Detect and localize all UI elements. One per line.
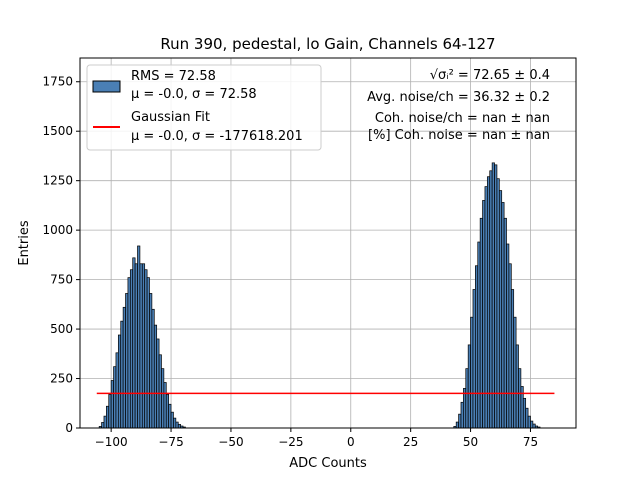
- y-tick-label: 0: [65, 421, 73, 435]
- y-tick-label: 1250: [42, 174, 73, 188]
- histogram-bar: [475, 265, 479, 429]
- histogram-bar: [494, 164, 498, 429]
- histogram-bar: [479, 217, 483, 429]
- y-tick-label: 1000: [42, 223, 73, 237]
- histogram-bar: [132, 257, 136, 429]
- histogram-bar: [144, 269, 148, 429]
- histogram-bar: [472, 289, 476, 429]
- histogram-bar: [170, 411, 174, 429]
- x-tick-label: 0: [347, 435, 355, 449]
- histogram-bar: [477, 241, 481, 429]
- x-tick-label: −25: [278, 435, 303, 449]
- histogram-bar: [125, 293, 129, 429]
- legend: RMS = 72.58 μ = -0.0, σ = 72.58 Gaussian…: [86, 64, 322, 151]
- y-axis-ticks: 0 250 500 750 1000 1250 1500 1750: [42, 75, 80, 435]
- histogram-bar: [486, 176, 491, 429]
- histogram-bar: [117, 334, 122, 429]
- x-tick-label: −50: [218, 435, 243, 449]
- histogram-bar: [139, 263, 143, 429]
- histogram-bar: [165, 394, 170, 429]
- histogram-bar: [110, 380, 114, 429]
- histogram-bar: [463, 388, 467, 429]
- y-tick-label: 1500: [42, 124, 73, 138]
- y-tick-label: 750: [50, 273, 73, 287]
- histogram-bar: [506, 243, 510, 429]
- y-tick-label: 1750: [42, 75, 73, 89]
- histogram-bar: [458, 413, 462, 429]
- histogram-bar: [467, 344, 471, 429]
- chart-title: Run 390, pedestal, lo Gain, Channels 64-…: [160, 35, 495, 53]
- x-axis-ticks: −100 −75 −50 −25 0 25 50 75: [95, 428, 538, 449]
- histogram-bar: [503, 217, 507, 429]
- histogram-bar: [163, 382, 167, 429]
- histogram-bar: [120, 320, 124, 429]
- histogram-bar: [127, 277, 131, 429]
- histogram-bar: [106, 405, 110, 429]
- histogram-bar: [177, 424, 181, 429]
- histogram-bar: [168, 403, 172, 429]
- histogram-bars: [98, 162, 541, 429]
- annotation-coh-noise-pct: [%] Coh. noise = nan ± nan: [368, 128, 550, 143]
- legend-histogram-swatch: [92, 80, 121, 93]
- histogram-bar: [153, 324, 158, 429]
- histogram-bar: [508, 263, 512, 429]
- x-tick-label: 75: [523, 435, 538, 449]
- histogram-bar: [146, 277, 150, 429]
- legend-fit-line2: μ = -0.0, σ = -177618.201: [131, 129, 303, 144]
- histogram-bar: [115, 352, 119, 429]
- legend-box: [86, 64, 322, 151]
- histogram-bar: [134, 263, 138, 429]
- annotation-coh-noise: Coh. noise/ch = nan ± nan: [375, 111, 550, 126]
- x-tick-label: 25: [403, 435, 418, 449]
- annotation-sigma: √σᵢ² = 72.65 ± 0.4: [430, 68, 550, 83]
- histogram-bar: [465, 368, 469, 429]
- histogram-bar: [151, 308, 155, 429]
- plot-frame: [79, 57, 577, 429]
- annotation-avg-noise: Avg. noise/ch = 36.32 ± 0.2: [367, 90, 550, 105]
- y-tick-label: 250: [50, 372, 73, 386]
- legend-histogram-line2: μ = -0.0, σ = 72.58: [131, 87, 257, 102]
- legend-fit-line1: Gaussian Fit: [131, 110, 210, 125]
- histogram-bar: [161, 368, 165, 429]
- histogram-bar: [175, 421, 179, 429]
- histogram-bar: [491, 162, 495, 429]
- legend-histogram-line1: RMS = 72.58: [131, 69, 216, 84]
- histogram-bar: [530, 420, 534, 429]
- histogram-bar: [515, 344, 519, 429]
- histogram-bar: [513, 316, 517, 429]
- histogram-bar: [522, 397, 527, 429]
- histogram-bar: [173, 417, 177, 429]
- histogram-bar: [108, 394, 112, 429]
- histogram-bar: [518, 368, 522, 429]
- histogram-bar: [122, 306, 126, 429]
- histogram-bar: [137, 245, 141, 429]
- histogram-bar: [532, 423, 536, 429]
- y-axis-label: Entries: [17, 220, 32, 266]
- stats-annotations: √σᵢ² = 72.65 ± 0.4 Avg. noise/ch = 36.32…: [367, 68, 550, 143]
- histogram-bar: [129, 269, 134, 429]
- histogram-bar: [149, 293, 153, 429]
- histogram-bar: [496, 178, 500, 429]
- histogram-bar: [460, 401, 464, 429]
- histogram-bar: [484, 186, 488, 429]
- histogram-bar: [141, 263, 146, 429]
- histogram-bar: [498, 190, 503, 429]
- histogram-bar: [527, 415, 531, 429]
- histogram-bar: [103, 415, 107, 429]
- histogram-bar: [455, 421, 459, 429]
- histogram-bar: [489, 170, 493, 429]
- x-axis-label: ADC Counts: [289, 456, 367, 471]
- x-tick-label: 50: [463, 435, 478, 449]
- histogram-bar: [113, 366, 117, 429]
- histogram-bar: [156, 338, 160, 429]
- y-tick-label: 500: [50, 322, 73, 336]
- histogram-bar: [510, 289, 515, 429]
- histogram-bar: [101, 422, 105, 429]
- histogram-bar: [470, 316, 474, 429]
- x-tick-label: −100: [95, 435, 128, 449]
- histogram-bar: [525, 407, 529, 429]
- histogram-bar: [158, 354, 162, 429]
- x-tick-label: −75: [158, 435, 183, 449]
